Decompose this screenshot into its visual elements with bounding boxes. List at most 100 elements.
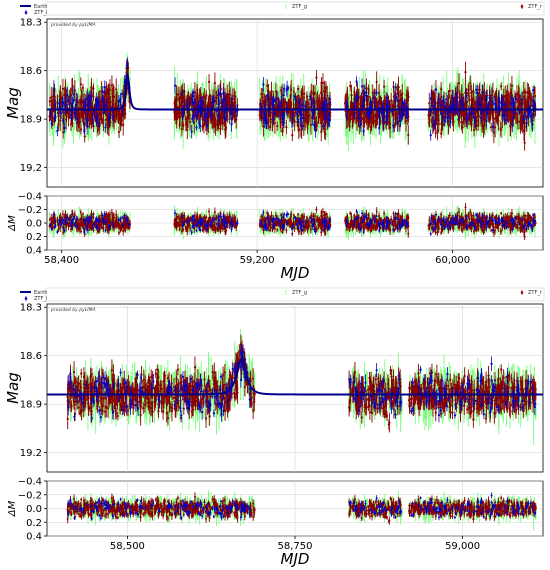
ztf-i-point bbox=[311, 112, 315, 115]
ztf-r-point bbox=[392, 85, 395, 88]
ztf-i-point bbox=[82, 101, 86, 104]
ztf-i-point bbox=[101, 97, 104, 101]
ztf-i-point bbox=[97, 102, 100, 106]
ztf-r-point bbox=[363, 120, 366, 123]
ztf-i-point bbox=[219, 91, 222, 95]
ztf-i-point bbox=[224, 98, 227, 101]
ztf-r-point bbox=[440, 132, 443, 135]
ztf-r-point bbox=[461, 126, 464, 129]
ztf-i-point bbox=[221, 105, 224, 108]
residual-y-tick-label: −0.2 bbox=[18, 205, 42, 216]
ztf-i-point bbox=[56, 129, 59, 133]
ztf-i-point bbox=[267, 98, 270, 101]
ztf-i-point bbox=[173, 84, 177, 87]
ztf-i-point bbox=[50, 122, 53, 125]
ztf-r-point bbox=[483, 114, 486, 117]
ztf-i-point bbox=[293, 95, 296, 98]
ztf-r-point bbox=[79, 83, 82, 86]
ztf-i-point bbox=[91, 118, 94, 121]
ztf-i-point bbox=[401, 101, 404, 104]
legend-ztf-i-marker bbox=[24, 11, 28, 14]
ztf-i-point bbox=[324, 116, 327, 119]
ztf-i-point bbox=[310, 102, 313, 105]
ztf-r-point bbox=[509, 125, 512, 128]
ztf-r-point bbox=[96, 129, 100, 132]
ztf-i-point bbox=[105, 105, 108, 108]
ztf-r-point bbox=[68, 96, 71, 99]
ztf-r-point bbox=[98, 96, 102, 99]
legend-ztf-g-label: ZTF_g bbox=[292, 4, 307, 10]
ztf-r-point bbox=[468, 98, 471, 102]
ztf-r-point bbox=[112, 95, 116, 98]
ztf-r-point bbox=[59, 119, 62, 122]
ztf-r-point bbox=[205, 94, 208, 97]
ztf-r-point bbox=[320, 121, 323, 125]
ztf-i-point bbox=[117, 100, 121, 103]
ztf-i-point bbox=[181, 111, 185, 114]
ztf-r-point bbox=[472, 90, 475, 93]
ztf-i-point bbox=[396, 99, 399, 102]
ztf-i-point bbox=[217, 93, 220, 96]
ztf-i-point bbox=[400, 111, 403, 114]
ztf-r-point bbox=[397, 86, 400, 89]
ztf-r-point bbox=[62, 131, 65, 134]
ztf-r-point bbox=[193, 90, 196, 93]
ztf-r-point bbox=[499, 128, 503, 132]
ztf-r-point bbox=[306, 101, 309, 104]
ztf-r-point bbox=[492, 117, 495, 120]
ztf-r-point bbox=[211, 118, 215, 122]
ztf-i-point bbox=[297, 120, 300, 123]
ztf-r-point bbox=[268, 126, 272, 129]
ztf-i-point bbox=[459, 100, 462, 103]
ztf-i-point bbox=[267, 111, 270, 114]
ztf-r-point bbox=[81, 86, 85, 90]
ztf-r-point bbox=[469, 118, 472, 121]
ztf-r-point bbox=[495, 117, 498, 120]
ztf-i-point bbox=[388, 105, 391, 108]
ztf-i-point bbox=[304, 105, 307, 108]
residual-axes: 58,400 59,200 60,000 −0.4 −0.2 0.0 0.2 0.4 bbox=[18, 192, 470, 267]
residual-y-tick-label: 0.0 bbox=[26, 219, 42, 230]
ztf-r-point bbox=[50, 104, 53, 107]
ztf-i-point bbox=[72, 93, 75, 96]
ztf-i-point bbox=[355, 80, 358, 83]
ztf-r-point bbox=[399, 94, 402, 97]
ztf-i-point bbox=[300, 112, 303, 116]
ztf-r-point bbox=[77, 119, 80, 123]
ztf-i-point bbox=[386, 97, 389, 100]
ztf-r-point bbox=[518, 120, 522, 123]
ztf-r-point bbox=[387, 103, 390, 106]
ztf-r-point bbox=[228, 89, 231, 93]
ztf-r-point bbox=[207, 103, 210, 106]
ztf-r-point bbox=[304, 119, 307, 122]
ztf-r-point bbox=[509, 92, 512, 95]
ztf-r-point bbox=[355, 117, 358, 121]
ztf-r-point bbox=[447, 97, 450, 100]
ztf-i-point bbox=[362, 99, 365, 103]
ztf-i-point bbox=[505, 118, 508, 122]
ztf-i-point bbox=[443, 106, 447, 109]
ztf-r-point bbox=[50, 96, 53, 99]
y-tick-label: 19.2 bbox=[20, 163, 42, 174]
ztf-i-point bbox=[64, 104, 67, 107]
ztf-r-point bbox=[57, 114, 60, 118]
ztf-r-point bbox=[266, 84, 269, 87]
ztf-i-point bbox=[119, 98, 122, 101]
ztf-i-point bbox=[308, 95, 312, 98]
ztf-r-point bbox=[434, 131, 437, 135]
ztf-i-point bbox=[63, 126, 66, 129]
ztf-i-point bbox=[196, 111, 199, 114]
ztf-r-point bbox=[111, 102, 115, 106]
ztf-i-point bbox=[83, 130, 86, 133]
ztf-i-point bbox=[398, 112, 401, 116]
ztf-i-point bbox=[280, 102, 283, 105]
ztf-r-point bbox=[221, 122, 224, 125]
ztf-i-point bbox=[85, 97, 89, 100]
ztf-r-point bbox=[365, 87, 368, 90]
ztf-r-point bbox=[296, 87, 300, 91]
ztf-r-point bbox=[290, 88, 293, 91]
ztf-i-point bbox=[194, 114, 198, 117]
ztf-r-point bbox=[313, 91, 317, 94]
ztf-i-point bbox=[327, 117, 330, 121]
ztf-i-point bbox=[353, 105, 356, 109]
